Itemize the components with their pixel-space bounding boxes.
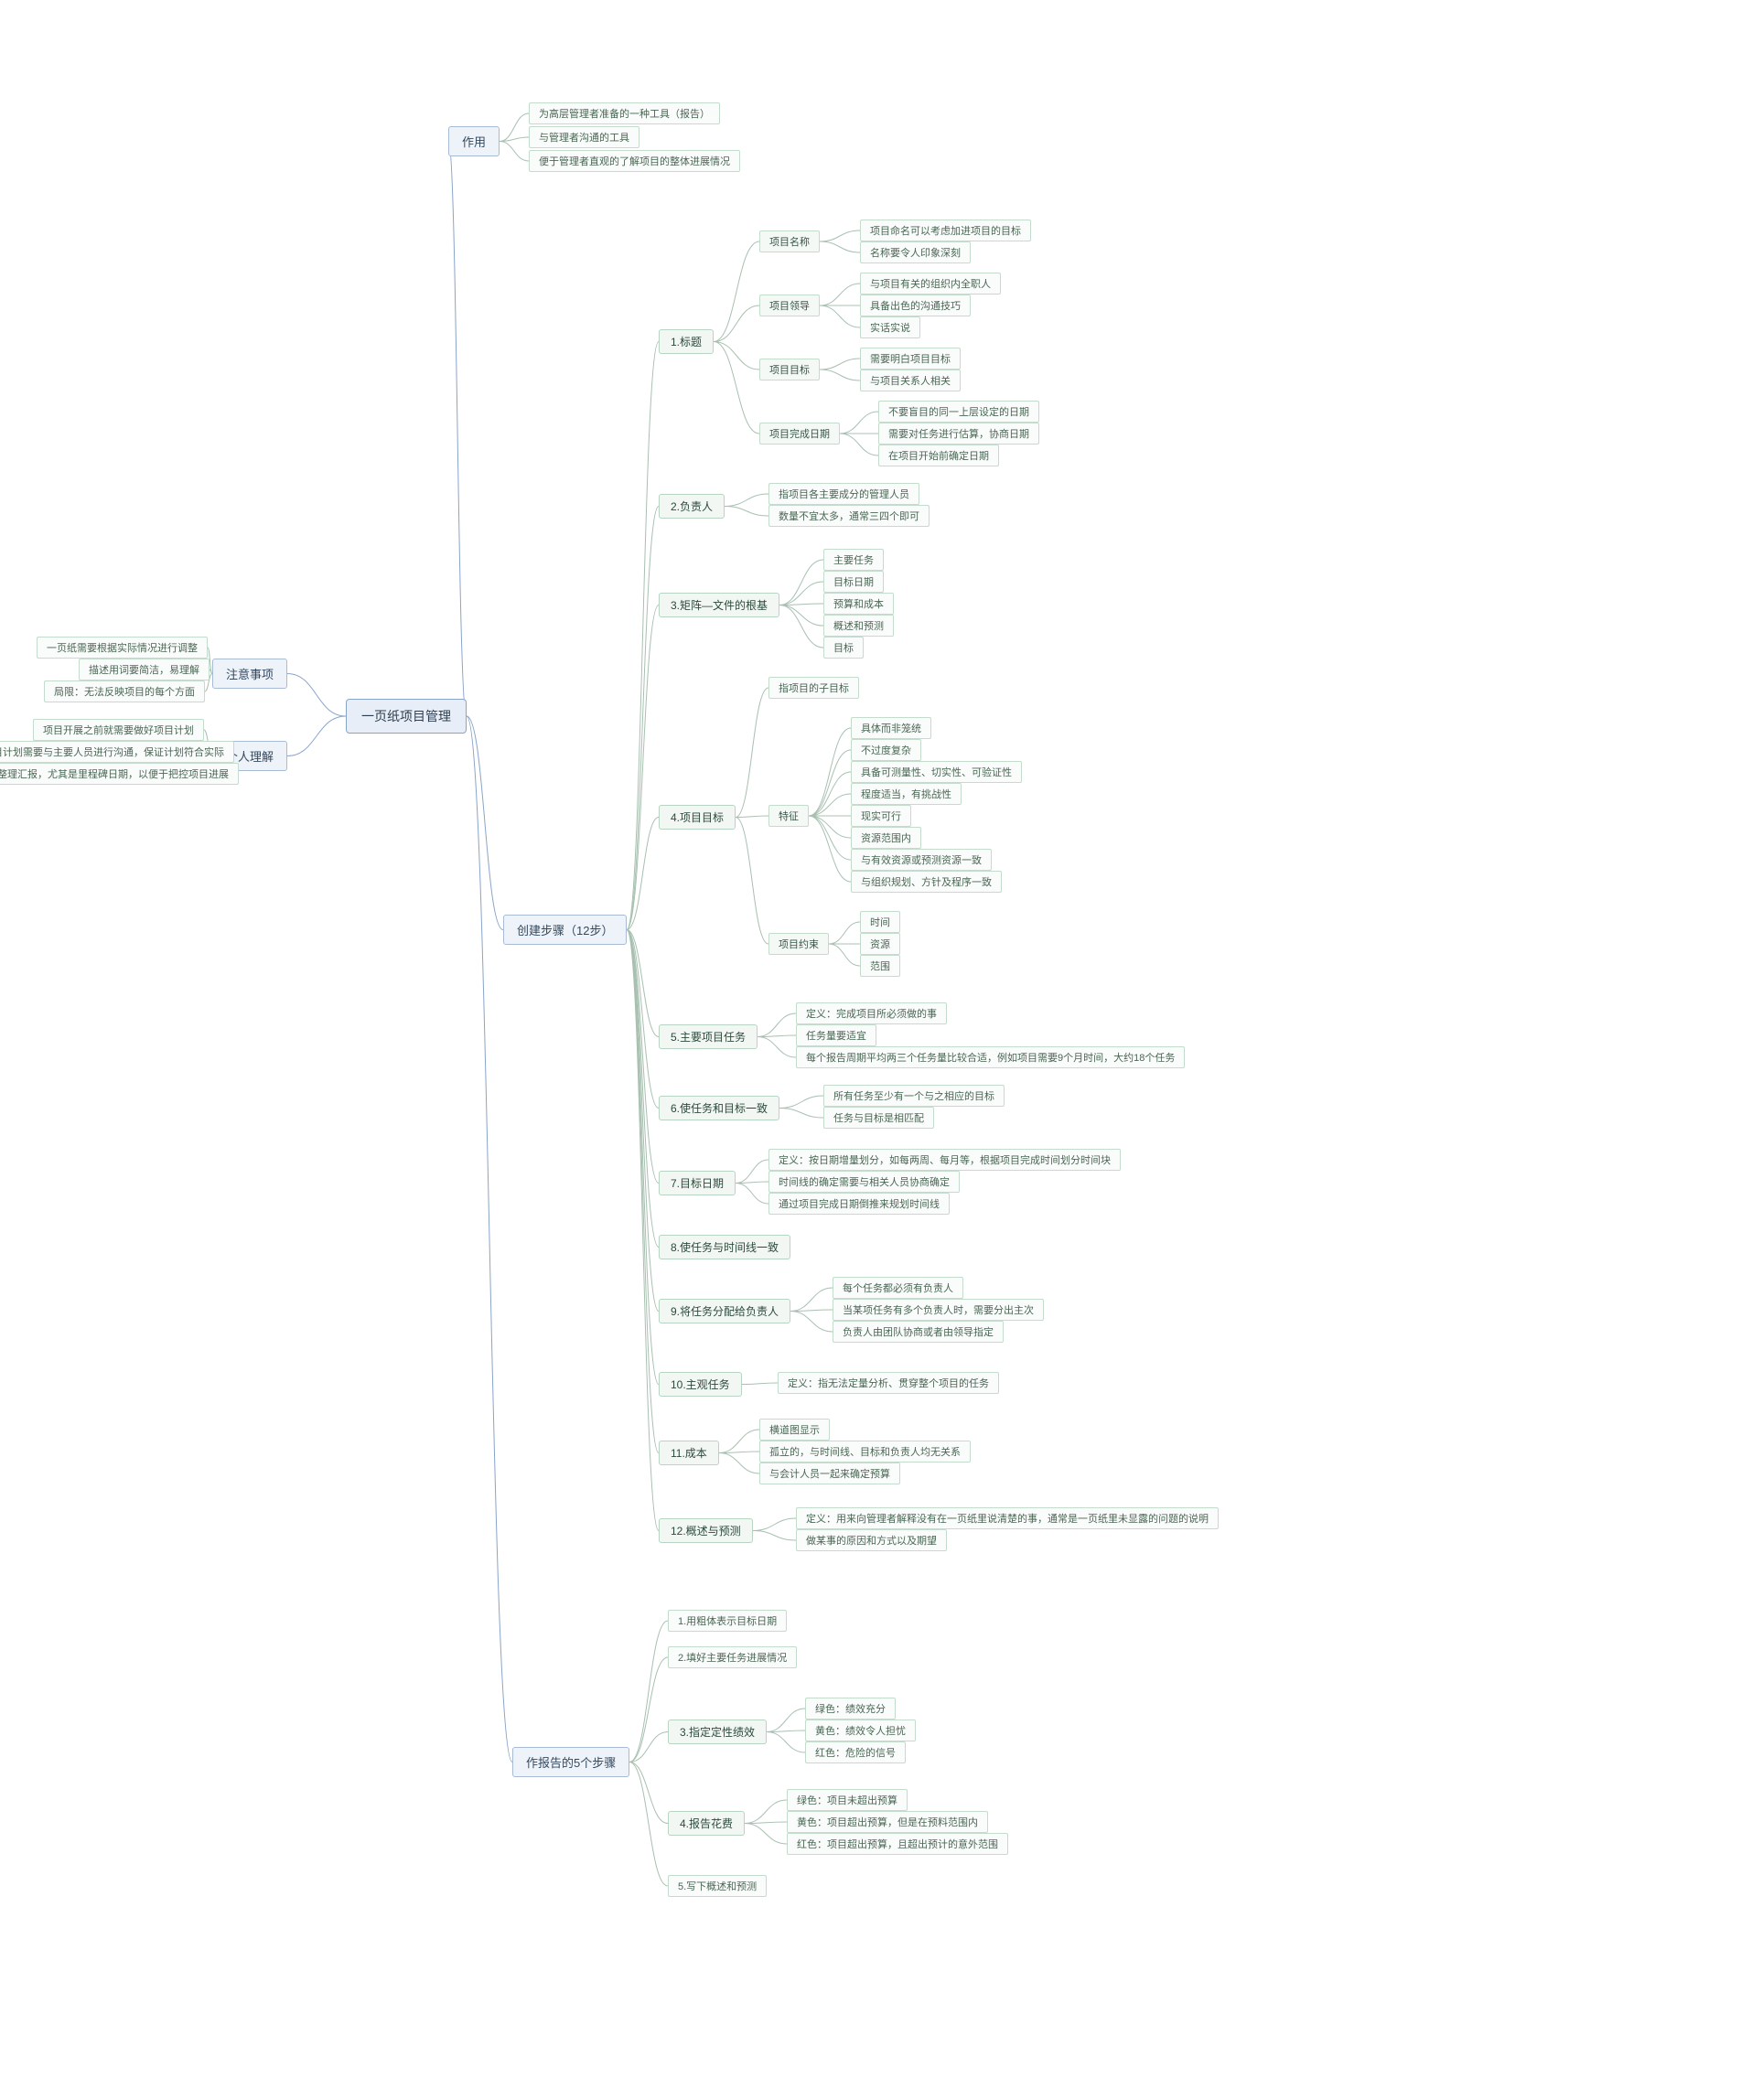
mindmap-node: 特征 xyxy=(768,805,809,827)
mindmap-node: 目标日期 xyxy=(823,571,884,593)
mindmap-node: 定义：按日期增量划分，如每两周、每月等，根据项目完成时间划分时间块 xyxy=(768,1149,1121,1171)
mindmap-node: 不过度复杂 xyxy=(851,739,921,761)
mindmap-node: 12.概述与预测 xyxy=(659,1518,753,1543)
mindmap-node: 任务量要适宜 xyxy=(796,1024,876,1046)
mindmap-node: 预算和成本 xyxy=(823,593,894,615)
mindmap-node: 孤立的，与时间线、目标和负责人均无关系 xyxy=(759,1441,971,1462)
mindmap-node: 目标 xyxy=(823,637,864,659)
mindmap-node: 时间 xyxy=(860,911,900,933)
mindmap-node: 黄色：项目超出预算，但是在预料范围内 xyxy=(787,1811,988,1833)
mindmap-node: 定义：用来向管理者解释没有在一页纸里说清楚的事，通常是一页纸里未显露的问题的说明 xyxy=(796,1507,1219,1529)
mindmap-node: 项目计划需要与主要人员进行沟通，保证计划符合实际 xyxy=(0,741,234,763)
mindmap-node: 8.使任务与时间线一致 xyxy=(659,1235,790,1259)
mindmap-node: 资源范围内 xyxy=(851,827,921,849)
mindmap-node: 所有任务至少有一个与之相应的目标 xyxy=(823,1085,1005,1107)
mindmap-node: 注意事项 xyxy=(212,659,287,689)
mindmap-node: 实话实说 xyxy=(860,316,920,338)
mindmap-node: 定义：指无法定量分析、贯穿整个项目的任务 xyxy=(778,1372,999,1394)
mindmap-node: 11.成本 xyxy=(659,1441,719,1465)
mindmap-node: 不要盲目的同一上层设定的日期 xyxy=(878,401,1039,423)
mindmap-node: 2.负责人 xyxy=(659,494,725,519)
mindmap-node: 任务与目标是相匹配 xyxy=(823,1107,934,1129)
mindmap-node: 程度适当，有挑战性 xyxy=(851,783,962,805)
mindmap-node: 与有效资源或预测资源一致 xyxy=(851,849,992,871)
mindmap-node: 需要对任务进行估算，协商日期 xyxy=(878,423,1039,445)
mindmap-node: 一页纸需要根据实际情况进行调整 xyxy=(37,637,208,659)
mindmap-node: 红色：危险的信号 xyxy=(805,1741,906,1763)
mindmap-node: 作报告的5个步骤 xyxy=(512,1747,629,1777)
mindmap-node: 绿色：项目未超出预算 xyxy=(787,1789,908,1811)
mindmap-node: 作用 xyxy=(448,126,500,156)
mindmap-node: 项目命名可以考虑加进项目的目标 xyxy=(860,220,1031,241)
mindmap-node: 5.主要项目任务 xyxy=(659,1024,758,1049)
mindmap-node: 红色：项目超出预算，且超出预计的意外范围 xyxy=(787,1833,1008,1855)
mindmap-node: 概述和预测 xyxy=(823,615,894,637)
mindmap-node: 项目完成日期 xyxy=(759,423,840,445)
mindmap-node: 通过项目完成日期倒推来规划时间线 xyxy=(768,1193,950,1215)
mindmap-node: 9.将任务分配给负责人 xyxy=(659,1299,790,1323)
mindmap-node: 每个任务都必须有负责人 xyxy=(833,1277,963,1299)
mindmap-node: 项目领导 xyxy=(759,295,820,316)
mindmap-node: 做某事的原因和方式以及期望 xyxy=(796,1529,947,1551)
mindmap-node: 负责人由团队协商或者由领导指定 xyxy=(833,1321,1004,1343)
mindmap-node: 1.用粗体表示目标日期 xyxy=(668,1610,787,1632)
mindmap-node: 创建步骤（12步） xyxy=(503,915,627,945)
mindmap-node: 6.使任务和目标一致 xyxy=(659,1096,779,1120)
mindmap-node: 与管理者沟通的工具 xyxy=(529,126,639,148)
mindmap-node: 与项目关系人相关 xyxy=(860,370,961,391)
mindmap-node: 范围 xyxy=(860,955,900,977)
mindmap-node: 具备出色的沟通技巧 xyxy=(860,295,971,316)
mindmap-node: 在项目开始前确定日期 xyxy=(878,445,999,466)
mindmap-node: 10.主观任务 xyxy=(659,1372,742,1397)
mindmap-node: 与会计人员一起来确定预算 xyxy=(759,1462,900,1484)
mindmap-node: 每个报告周期平均两三个任务量比较合适，例如项目需要9个月时间，大约18个任务 xyxy=(796,1046,1185,1068)
mindmap-node: 指项目各主要成分的管理人员 xyxy=(768,483,919,505)
mindmap-node: 1.标题 xyxy=(659,329,714,354)
mindmap-node: 与组织规划、方针及程序一致 xyxy=(851,871,1002,893)
mindmap-node: 3.指定定性绩效 xyxy=(668,1720,767,1744)
mindmap-node: 横道图显示 xyxy=(759,1419,830,1441)
mindmap-node: 黄色：绩效令人担忧 xyxy=(805,1720,916,1741)
mindmap-node: 项目名称 xyxy=(759,230,820,252)
mindmap-node: 项目约束 xyxy=(768,933,829,955)
mindmap-node: 与项目有关的组织内全职人 xyxy=(860,273,1001,295)
mindmap-node: 主要任务 xyxy=(823,549,884,571)
mindmap-node: 2.填好主要任务进展情况 xyxy=(668,1646,797,1668)
mindmap-node: 时间线的确定需要与相关人员协商确定 xyxy=(768,1171,960,1193)
mindmap-node: 一页纸项目管理 xyxy=(346,699,467,734)
mindmap-node: 为高层管理者准备的一种工具（报告） xyxy=(529,102,720,124)
mindmap-node: 局限：无法反映项目的每个方面 xyxy=(44,680,205,702)
mindmap-node: 需要明白项目目标 xyxy=(860,348,961,370)
mindmap-node: 项目进行定期整理汇报，尤其是里程碑日期，以便于把控项目进展 xyxy=(0,763,239,785)
mindmap-node: 4.报告花费 xyxy=(668,1811,745,1836)
mindmap-node: 3.矩阵—文件的根基 xyxy=(659,593,779,617)
mindmap-node: 便于管理者直观的了解项目的整体进展情况 xyxy=(529,150,740,172)
mindmap-node: 7.目标日期 xyxy=(659,1171,736,1195)
mindmap-node: 资源 xyxy=(860,933,900,955)
mindmap-node: 数量不宜太多，通常三四个即可 xyxy=(768,505,930,527)
mindmap-node: 现实可行 xyxy=(851,805,911,827)
mindmap-node: 具体而非笼统 xyxy=(851,717,931,739)
mindmap-node: 当某项任务有多个负责人时，需要分出主次 xyxy=(833,1299,1044,1321)
mindmap-node: 描述用词要简洁，易理解 xyxy=(79,659,210,680)
mindmap-node: 名称要令人印象深刻 xyxy=(860,241,971,263)
mindmap-node: 5.写下概述和预测 xyxy=(668,1875,767,1897)
mindmap-node: 4.项目目标 xyxy=(659,805,736,830)
mindmap-node: 项目目标 xyxy=(759,359,820,380)
mindmap-node: 项目开展之前就需要做好项目计划 xyxy=(33,719,204,741)
mindmap-node: 具备可测量性、切实性、可验证性 xyxy=(851,761,1022,783)
mindmap-node: 定义：完成项目所必须做的事 xyxy=(796,1002,947,1024)
mindmap-node: 指项目的子目标 xyxy=(768,677,859,699)
mindmap-node: 绿色：绩效充分 xyxy=(805,1698,896,1720)
